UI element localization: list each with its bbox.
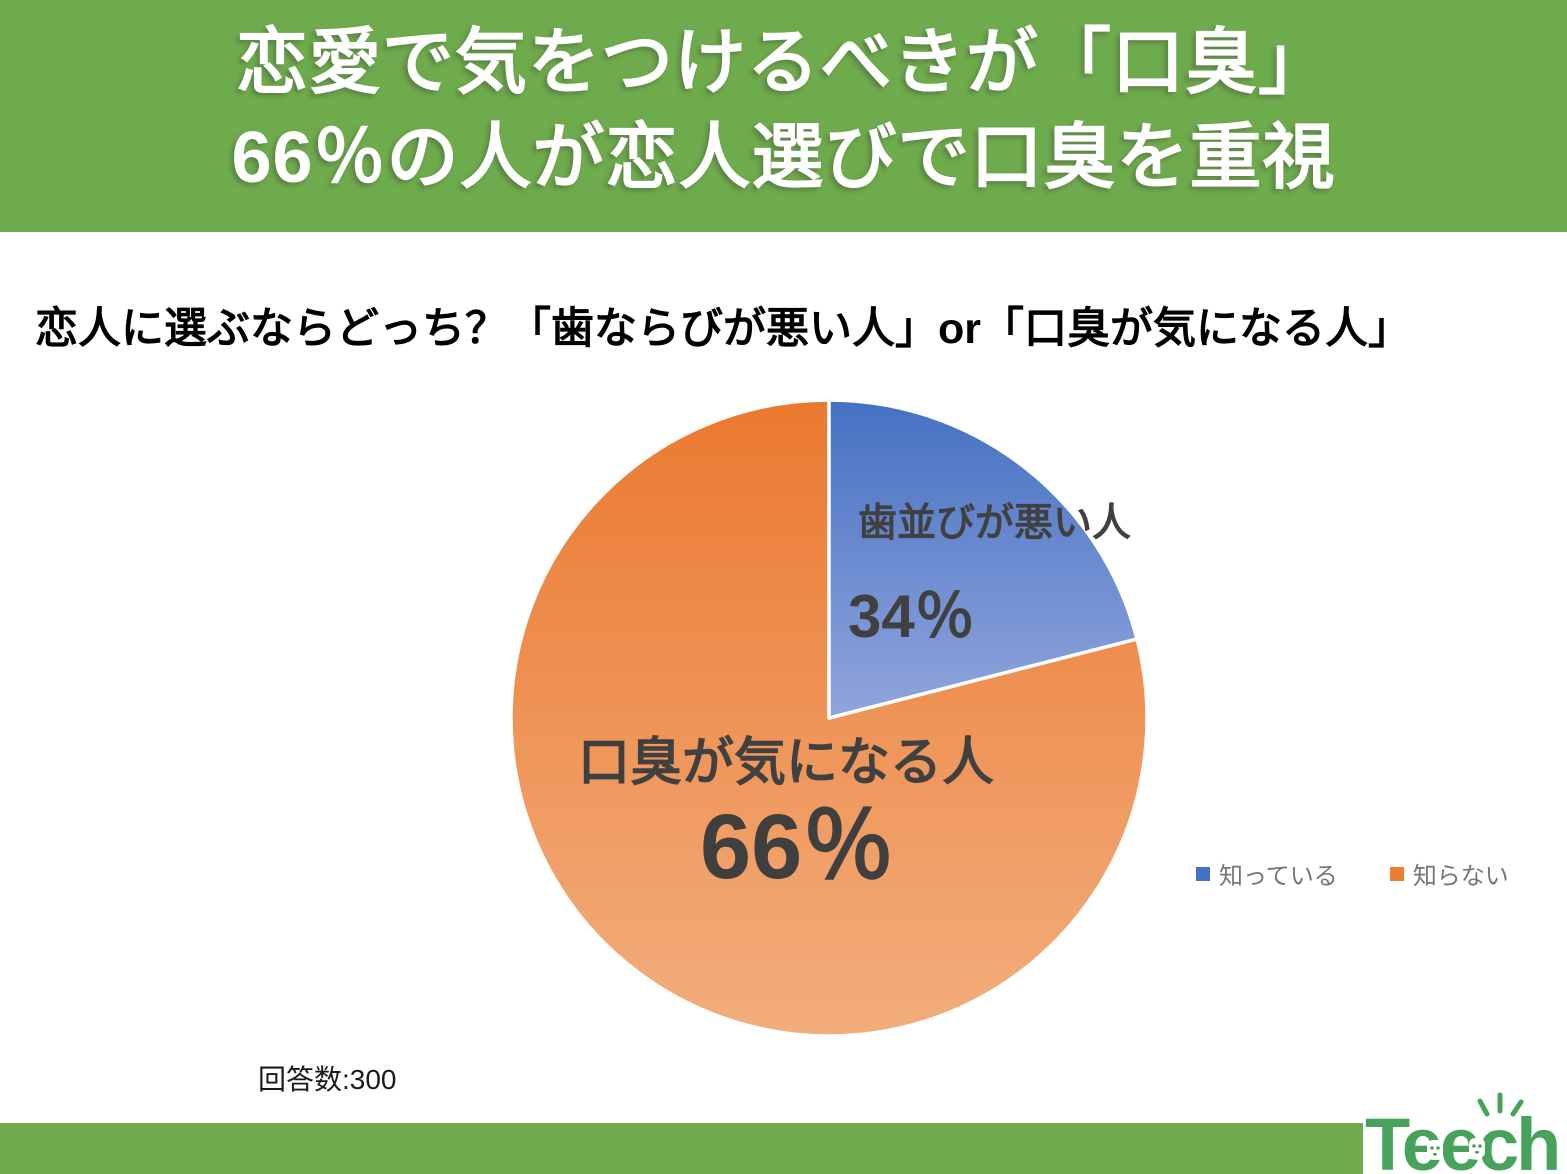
slice-value-blue: 34％ [848, 583, 975, 650]
legend-item-blue: 知っている [1196, 856, 1338, 891]
legend-label-orange: 知らない [1412, 863, 1509, 890]
logo-box: Teech [1363, 1088, 1567, 1174]
slice-value-orange: 66％ [700, 796, 895, 898]
page-title-line2: 66％の人が恋人選びで口臭を重視 [231, 118, 1336, 198]
page-title-line1: 恋愛で気をつけるべきが「口臭」 [235, 23, 1331, 103]
logo-tooth-icon [1427, 1138, 1485, 1160]
logo-text: Teech [1365, 1103, 1558, 1174]
pie-svg [509, 398, 1149, 1038]
logo-sparkle-icon [1477, 1092, 1524, 1117]
header-banner: 恋愛で気をつけるべきが「口臭」 66％の人が恋人選びで口臭を重視 [0, 0, 1567, 232]
legend-swatch-blue-icon [1196, 866, 1210, 881]
footer-bar [0, 1123, 1567, 1174]
legend-swatch-orange-icon [1389, 866, 1404, 881]
question-text: 恋人に選ぶならどっち？「歯ならびが悪い人」or「口臭が気になる人」 [35, 305, 1411, 353]
teech-logo: Teech [1365, 1092, 1561, 1174]
pie-slice-blue [827, 398, 1139, 720]
slice-label-orange: 口臭が気になる人 [578, 734, 995, 792]
legend-item-orange: 知らない [1389, 856, 1509, 891]
legend-label-blue: 知っている [1219, 863, 1338, 890]
slice-label-blue: 歯並びが悪い人 [858, 502, 1132, 545]
respondents-note: 回答数:300 [258, 1064, 397, 1095]
chart-legend: 知っている 知らない [1196, 856, 1509, 891]
pie-chart [505, 394, 1153, 1042]
